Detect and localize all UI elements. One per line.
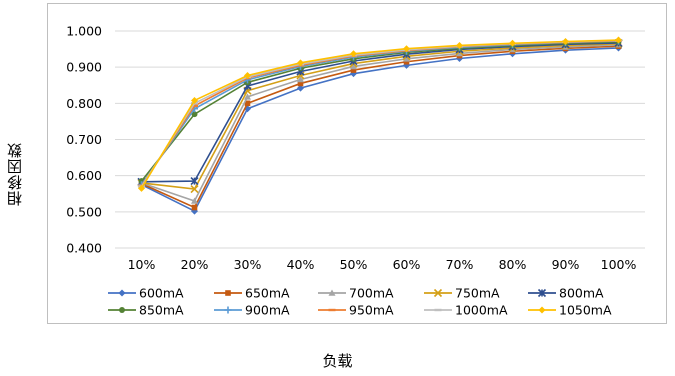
- data-point: [225, 290, 231, 296]
- data-point: [244, 100, 251, 107]
- legend-entry: 750mA: [424, 286, 500, 301]
- series-line: [141, 43, 619, 202]
- x-tick-label: 50%: [340, 257, 368, 272]
- legend: 600mA 650mA 700mA 750mA 800mA 850mA 900mA 950mA…: [108, 286, 612, 318]
- x-tick-label: 100%: [601, 257, 637, 272]
- y-tick-label: 1.000: [66, 24, 102, 39]
- chart-area: [47, 3, 667, 324]
- data-point: [509, 39, 516, 47]
- series-lines: [137, 36, 623, 215]
- data-point: [403, 55, 410, 62]
- series-600mA: [138, 44, 622, 215]
- data-point: [119, 307, 125, 313]
- data-point: [350, 50, 357, 58]
- data-point: [224, 306, 232, 314]
- data-point: [297, 80, 304, 87]
- x-tick-label: 60%: [393, 257, 421, 272]
- legend-label: 850mA: [139, 303, 184, 318]
- data-point: [297, 59, 304, 67]
- data-point: [328, 289, 336, 296]
- series-1050mA: [138, 36, 622, 192]
- y-tick-label: 0.500: [66, 204, 102, 219]
- series-line: [141, 42, 619, 190]
- data-point: [403, 58, 410, 65]
- series-1000mA: [138, 39, 622, 188]
- x-tick-label: 10%: [128, 257, 156, 272]
- x-tick-label: 90%: [552, 257, 580, 272]
- series-950mA: [138, 39, 622, 187]
- x-tick-label: 70%: [446, 257, 474, 272]
- data-point: [456, 49, 463, 57]
- data-point: [350, 62, 357, 70]
- legend-entry: 950mA: [318, 303, 394, 318]
- legend-entry: 650mA: [214, 286, 290, 301]
- data-point: [538, 306, 546, 314]
- legend-entry: 850mA: [108, 303, 184, 318]
- data-point: [537, 288, 547, 298]
- data-point: [433, 288, 443, 298]
- data-point: [191, 104, 198, 108]
- data-point: [456, 41, 463, 49]
- x-tick-label: 20%: [181, 257, 209, 272]
- y-tick-label: 0.400: [66, 241, 102, 256]
- data-point: [191, 111, 198, 118]
- legend-entry: 600mA: [108, 286, 184, 301]
- series-line: [141, 45, 619, 209]
- data-point: [190, 177, 199, 186]
- y-tick-label: 0.800: [66, 96, 102, 111]
- y-tick-label: 0.700: [66, 132, 102, 147]
- data-point: [615, 36, 622, 44]
- series-650mA: [138, 43, 622, 211]
- y-tick-label: 0.600: [66, 168, 102, 183]
- legend-label: 700mA: [349, 286, 394, 301]
- x-tick-label: 80%: [499, 257, 527, 272]
- legend-entry: 900mA: [214, 303, 290, 318]
- data-point: [350, 67, 357, 73]
- data-point: [118, 289, 126, 297]
- legend-label: 900mA: [245, 303, 290, 318]
- y-tick-labels: 0.400 0.500 0.600 0.700 0.800 0.900 1.000: [66, 24, 102, 256]
- y-tick-label: 0.900: [66, 60, 102, 75]
- legend-entry: 1050mA: [528, 303, 612, 318]
- data-point: [244, 71, 251, 79]
- legend-label: 800mA: [559, 286, 604, 301]
- data-point: [434, 308, 442, 312]
- series-800mA: [137, 38, 623, 186]
- legend-label: 1050mA: [559, 303, 612, 318]
- data-point: [328, 308, 336, 312]
- data-point: [562, 37, 569, 45]
- gridlines: [115, 30, 645, 249]
- legend-entry: 1000mA: [424, 303, 508, 318]
- x-tick-label: 40%: [287, 257, 315, 272]
- x-tick-labels: 10% 20% 30% 40% 50% 60% 70% 80% 90% 100%: [128, 257, 637, 272]
- data-point: [191, 204, 198, 211]
- data-point: [297, 84, 304, 92]
- data-point: [403, 45, 410, 53]
- legend-label: 1000mA: [455, 303, 508, 318]
- series-line: [140, 39, 619, 189]
- data-point: [191, 197, 198, 204]
- legend-label: 600mA: [139, 286, 184, 301]
- data-point: [190, 184, 199, 194]
- data-point: [191, 96, 198, 104]
- legend-entry: 700mA: [318, 286, 394, 301]
- series-line: [141, 47, 619, 213]
- x-tick-label: 30%: [234, 257, 262, 272]
- x-axis-label: 负载: [322, 352, 353, 370]
- legend-label: 650mA: [245, 286, 290, 301]
- data-point: [297, 75, 304, 83]
- legend-label: 950mA: [349, 303, 394, 318]
- legend-label: 750mA: [455, 286, 500, 301]
- series-line: [141, 42, 619, 183]
- data-point: [244, 93, 251, 100]
- legend-entry: 800mA: [528, 286, 604, 301]
- data-point: [138, 184, 145, 192]
